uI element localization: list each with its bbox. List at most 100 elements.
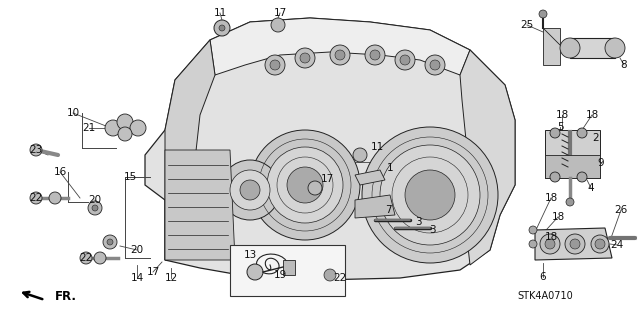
- Circle shape: [550, 172, 560, 182]
- Circle shape: [353, 148, 367, 162]
- Circle shape: [380, 145, 480, 245]
- Polygon shape: [460, 50, 515, 265]
- Circle shape: [539, 10, 547, 18]
- Text: 18: 18: [545, 232, 557, 242]
- Polygon shape: [210, 18, 470, 75]
- Text: 6: 6: [540, 272, 547, 282]
- Circle shape: [540, 234, 560, 254]
- Text: 21: 21: [83, 123, 95, 133]
- Text: 3: 3: [415, 217, 421, 227]
- Polygon shape: [545, 155, 600, 178]
- Polygon shape: [543, 28, 560, 65]
- Text: 1: 1: [387, 163, 394, 173]
- Polygon shape: [165, 150, 235, 260]
- Circle shape: [118, 127, 132, 141]
- Circle shape: [529, 240, 537, 248]
- Circle shape: [529, 226, 537, 234]
- Circle shape: [566, 198, 574, 206]
- Polygon shape: [165, 40, 215, 260]
- Text: 25: 25: [520, 20, 534, 30]
- Circle shape: [560, 38, 580, 58]
- Circle shape: [130, 120, 146, 136]
- Circle shape: [49, 192, 61, 204]
- Text: 14: 14: [131, 273, 143, 283]
- Circle shape: [105, 120, 121, 136]
- Circle shape: [265, 55, 285, 75]
- Circle shape: [335, 50, 345, 60]
- Circle shape: [395, 50, 415, 70]
- Text: 2: 2: [593, 133, 599, 143]
- Text: 17: 17: [321, 174, 333, 184]
- Circle shape: [545, 239, 555, 249]
- Text: 11: 11: [213, 8, 227, 18]
- Circle shape: [330, 45, 350, 65]
- Circle shape: [591, 235, 609, 253]
- Circle shape: [270, 60, 280, 70]
- Circle shape: [250, 130, 360, 240]
- Circle shape: [247, 264, 263, 280]
- Circle shape: [271, 18, 285, 32]
- Text: 26: 26: [614, 205, 628, 215]
- Circle shape: [30, 144, 42, 156]
- Circle shape: [240, 180, 260, 200]
- Circle shape: [220, 160, 280, 220]
- Circle shape: [365, 45, 385, 65]
- Circle shape: [595, 239, 605, 249]
- Circle shape: [565, 234, 585, 254]
- Text: 19: 19: [273, 270, 287, 280]
- Circle shape: [577, 172, 587, 182]
- Circle shape: [30, 192, 42, 204]
- Circle shape: [287, 167, 323, 203]
- Circle shape: [425, 55, 445, 75]
- Text: STK4A0710: STK4A0710: [517, 291, 573, 301]
- Text: 18: 18: [586, 110, 598, 120]
- Polygon shape: [283, 260, 295, 275]
- Circle shape: [605, 38, 625, 58]
- Circle shape: [405, 170, 455, 220]
- Text: 3: 3: [429, 225, 435, 235]
- Text: 17: 17: [147, 267, 159, 277]
- Circle shape: [300, 53, 310, 63]
- Text: 12: 12: [164, 273, 178, 283]
- Text: 18: 18: [552, 212, 564, 222]
- Polygon shape: [545, 130, 600, 178]
- Circle shape: [107, 239, 113, 245]
- Text: 5: 5: [557, 122, 563, 132]
- Polygon shape: [570, 38, 615, 58]
- Polygon shape: [145, 18, 515, 280]
- Circle shape: [88, 201, 102, 215]
- Circle shape: [308, 181, 322, 195]
- Text: 11: 11: [371, 142, 383, 152]
- Bar: [230, 245, 345, 296]
- Circle shape: [430, 60, 440, 70]
- Text: 24: 24: [611, 240, 623, 250]
- Polygon shape: [535, 228, 612, 260]
- Circle shape: [324, 269, 336, 281]
- Text: 4: 4: [588, 183, 595, 193]
- Circle shape: [92, 205, 98, 211]
- Polygon shape: [355, 195, 395, 218]
- Circle shape: [550, 128, 560, 138]
- Circle shape: [570, 239, 580, 249]
- Circle shape: [362, 127, 498, 263]
- Text: 23: 23: [29, 145, 43, 155]
- Circle shape: [400, 55, 410, 65]
- Text: 18: 18: [556, 110, 568, 120]
- Circle shape: [577, 128, 587, 138]
- Circle shape: [103, 235, 117, 249]
- Text: 22: 22: [333, 273, 347, 283]
- Text: 15: 15: [124, 172, 136, 182]
- Text: 13: 13: [243, 250, 257, 260]
- Polygon shape: [355, 170, 385, 185]
- Circle shape: [295, 48, 315, 68]
- Circle shape: [80, 252, 92, 264]
- Circle shape: [230, 170, 270, 210]
- Circle shape: [267, 147, 343, 223]
- Text: 18: 18: [545, 193, 557, 203]
- Text: 22: 22: [79, 253, 93, 263]
- Text: 10: 10: [67, 108, 79, 118]
- Text: 22: 22: [29, 193, 43, 203]
- Circle shape: [370, 50, 380, 60]
- Circle shape: [117, 114, 133, 130]
- Text: 9: 9: [598, 158, 604, 168]
